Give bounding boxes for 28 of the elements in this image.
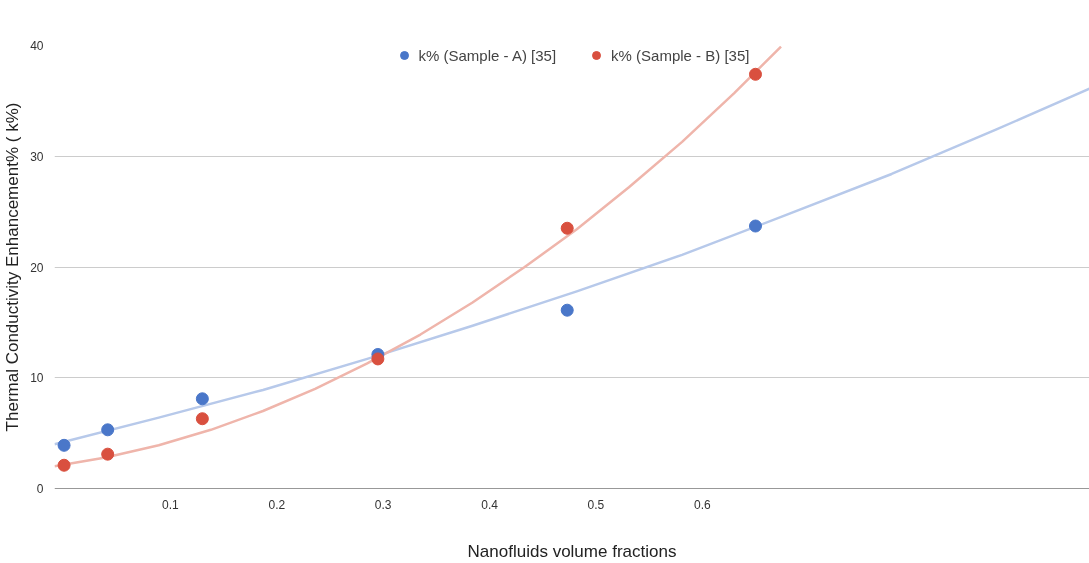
x-tick-label: 0.1 [162, 497, 180, 512]
legend-label: k% (Sample - B) [35] [611, 46, 750, 64]
point [57, 458, 71, 472]
point [57, 438, 71, 452]
point [560, 221, 574, 235]
y-tick-label: 30 [30, 149, 44, 164]
point [195, 412, 209, 426]
x-tick-label: 0.5 [587, 497, 605, 512]
point [748, 219, 762, 233]
x-axis-title: Nanofluids volume fractions [467, 541, 677, 561]
y-tick-label: 20 [30, 260, 44, 275]
point [101, 447, 115, 461]
legend-label: k% (Sample - A) [35] [418, 46, 557, 64]
x-tick-label: 0.2 [268, 497, 286, 512]
x-tick-label: 0.6 [693, 497, 711, 512]
point [560, 303, 574, 317]
line-series [54, 45, 783, 468]
point [195, 392, 209, 406]
y-axis-title: Thermal Conductivity Enhancement% ( k%) [3, 102, 23, 432]
y-tick-label: 0 [36, 482, 44, 496]
point [101, 423, 115, 437]
x-tick-label: 0.3 [374, 497, 392, 512]
point [371, 352, 385, 366]
y-tick-label: 10 [30, 371, 44, 386]
point [748, 67, 762, 81]
x-tick-label: 0.4 [481, 497, 499, 512]
y-tick-label: 40 [30, 39, 44, 53]
line-series [54, 87, 1089, 446]
